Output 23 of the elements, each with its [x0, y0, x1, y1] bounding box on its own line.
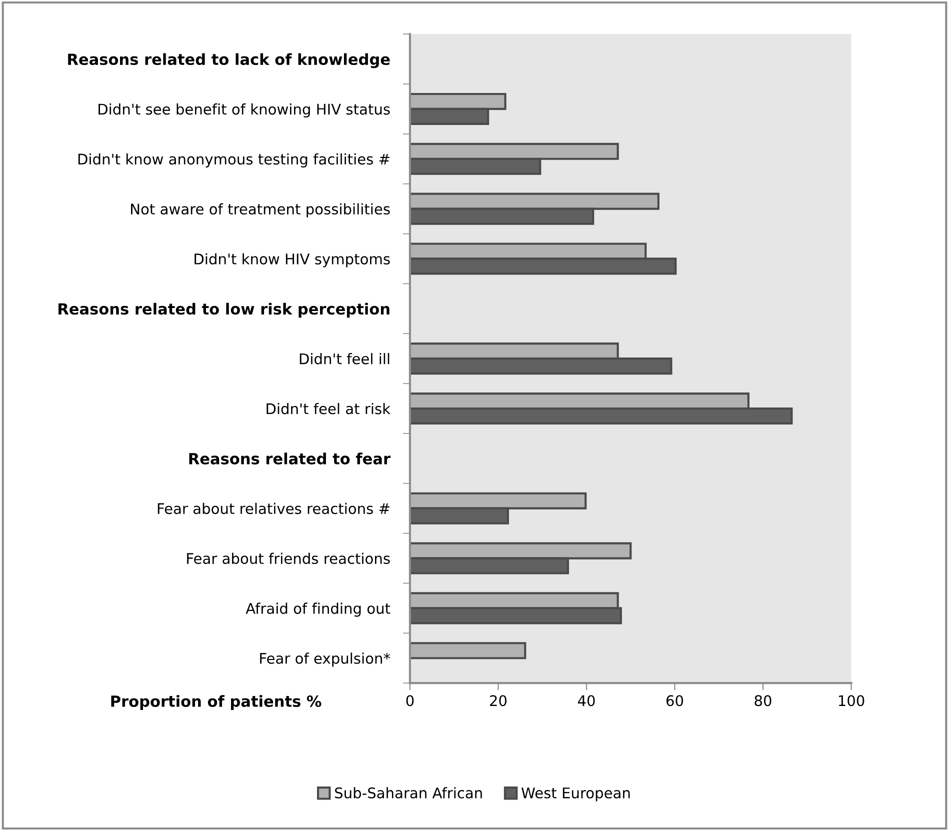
y-tick-label: Reasons related to low risk perception	[58, 302, 390, 318]
x-axis-title: Proportion of patients %	[111, 695, 322, 710]
x-tick-label: 20	[490, 695, 507, 706]
y-tick-label: Didn't know anonymous testing facilities #	[78, 153, 390, 168]
y-tick-label: Fear about relatives reactions #	[158, 502, 390, 514]
y-tick-label: Fear of expulsion*	[260, 652, 390, 667]
y-tick-label: Reasons related to fear	[189, 452, 390, 464]
bar	[410, 642, 526, 660]
y-tick-label: Didn't see benefit of knowing HIV status	[98, 103, 390, 118]
y-tick-label: Didn't feel ill	[300, 353, 390, 364]
y-tick-label: Fear about friends reactions	[187, 552, 390, 564]
legend-label: Sub-Saharan African	[335, 787, 482, 798]
y-tick-label: Afraid of finding out	[246, 602, 390, 617]
y-tick-label: Didn't know HIV symptoms	[194, 253, 390, 268]
y-tick-label: Reasons related to lack of knowledge	[68, 53, 390, 68]
x-tick-label: 80	[754, 695, 772, 706]
y-tick-label: Not aware of treatment possibilities	[131, 203, 390, 218]
x-tick-label: 100	[838, 695, 864, 706]
x-tick-label: 40	[578, 695, 595, 706]
x-tick-label: 0	[406, 695, 414, 706]
legend-label: West European	[522, 788, 630, 802]
x-tick-label: 60	[666, 695, 684, 706]
y-tick-label: Didn't feel at risk	[266, 402, 390, 414]
